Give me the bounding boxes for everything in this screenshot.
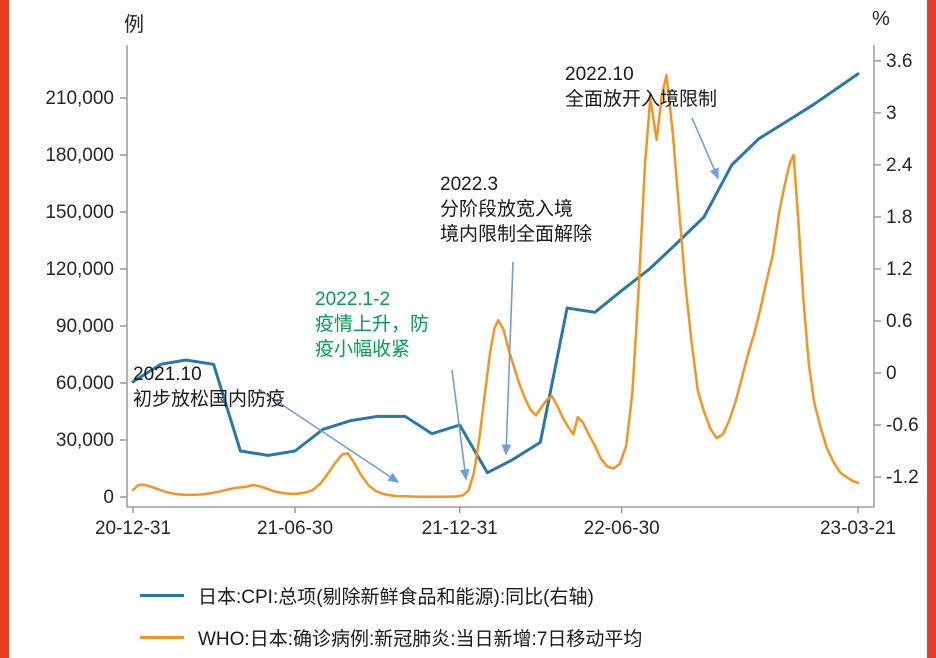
svg-text:20-12-31: 20-12-31: [95, 518, 171, 539]
legend-item-covid: WHO:日本:确诊病例:新冠肺炎:当日新增:7日移动平均: [140, 624, 642, 651]
svg-text:0: 0: [103, 487, 114, 508]
svg-text:30,000: 30,000: [56, 430, 114, 451]
svg-text:0.6: 0.6: [886, 311, 912, 332]
svg-text:21-12-31: 21-12-31: [422, 518, 498, 539]
annotation-2022-1-2: 2022.1-2 疫情上升，防 疫小幅收紧: [315, 289, 430, 360]
legend-label-covid: WHO:日本:确诊病例:新冠肺炎:当日新增:7日移动平均: [198, 629, 643, 650]
svg-text:-0.6: -0.6: [886, 415, 919, 436]
left-axis-unit-label: 例: [124, 14, 144, 36]
svg-text:120,000: 120,000: [45, 259, 114, 280]
svg-text:210,000: 210,000: [45, 88, 114, 109]
svg-text:3: 3: [886, 103, 897, 124]
annotation-2022-3: 2022.3 分阶段放宽入境 境内限制全面解除: [440, 174, 593, 245]
svg-text:23-03-21: 23-03-21: [820, 518, 896, 539]
svg-text:-1.2: -1.2: [886, 467, 919, 488]
covid-line-swatch: [140, 636, 184, 639]
svg-text:3.6: 3.6: [886, 51, 912, 72]
right-edge-bar: [927, 0, 936, 658]
svg-text:0: 0: [886, 363, 897, 384]
annotation-2022-10: 2022.10 全面放开入境限制: [565, 64, 718, 110]
svg-text:1.2: 1.2: [886, 259, 912, 280]
svg-text:21-06-30: 21-06-30: [257, 518, 333, 539]
svg-text:60,000: 60,000: [56, 373, 114, 394]
svg-text:22-06-30: 22-06-30: [584, 518, 660, 539]
svg-text:2.4: 2.4: [886, 155, 913, 176]
cpi-line-swatch: [140, 594, 184, 597]
left-edge-bar: [0, 0, 9, 658]
svg-text:1.8: 1.8: [886, 207, 912, 228]
legend-label-cpi: 日本:CPI:总项(剔除新鲜食品和能源):同比(右轴): [198, 587, 594, 608]
annotation-2021-10: 2021.10 初步放松国内防疫: [133, 364, 286, 410]
svg-text:150,000: 150,000: [45, 202, 114, 223]
svg-text:90,000: 90,000: [56, 316, 114, 337]
legend: 日本:CPI:总项(剔除新鲜食品和能源):同比(右轴) WHO:日本:确诊病例:…: [140, 582, 642, 651]
right-axis-unit-label: %: [872, 8, 890, 30]
svg-text:180,000: 180,000: [45, 145, 114, 166]
legend-item-cpi: 日本:CPI:总项(剔除新鲜食品和能源):同比(右轴): [140, 582, 642, 609]
